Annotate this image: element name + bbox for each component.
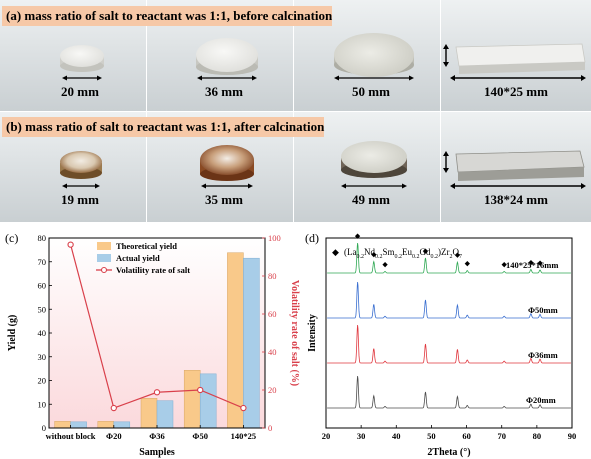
y-axis-label: Intensity	[307, 314, 318, 352]
legend-swatch-actual	[97, 254, 111, 262]
y2-tick-label: 100	[268, 233, 281, 243]
x-tick-label: 140*25	[231, 431, 257, 441]
bar-theoretical	[140, 398, 158, 429]
sample-photographs	[0, 0, 591, 222]
x-tick-label: 40	[392, 431, 401, 441]
caption-b-19mm: 19 mm	[61, 192, 99, 207]
peak-marker: ◆	[501, 261, 507, 269]
legend-swatch-theoretical	[97, 242, 111, 250]
xrd-curve	[327, 281, 571, 319]
volatility-point	[197, 386, 204, 394]
y2-tick-label: 80	[268, 271, 277, 281]
caption-a-36mm: 36 mm	[205, 84, 243, 99]
legend-formula: (La0.2Nd0.2Sm0.2Eu0.2Gd0.2)Zr2O7	[344, 247, 462, 260]
y-tick-label: 40	[38, 328, 47, 338]
bar-theoretical	[227, 252, 244, 429]
peak-marker: ◆	[465, 260, 471, 268]
plot-frame	[325, 237, 573, 429]
chart-yield-volatility: (c) 0 10 20 30 40 50 60 70 80 0 20 40 60 80 100 witho…	[5, 231, 300, 458]
volatility-point	[153, 389, 161, 396]
x-tick-label: 20	[322, 431, 331, 441]
y-tick-label: 50	[38, 304, 47, 314]
volatility-point	[110, 404, 117, 412]
y-tick-label: 10	[38, 399, 47, 409]
peak-marker: ◆	[355, 232, 361, 240]
legend-diamond: ◆	[332, 247, 339, 257]
x-axis-label: 2Theta (°)	[427, 447, 470, 458]
bar-theoretical	[54, 421, 71, 429]
caption-a-20mm: 20 mm	[61, 84, 99, 99]
bar-actual	[243, 257, 260, 429]
x-tick-label: Φ50	[192, 431, 208, 441]
y-tick-label: 20	[38, 376, 47, 386]
peak-marker: ◆	[371, 251, 377, 259]
bar-actual	[70, 421, 87, 429]
legend-label-theoretical: Theoretical yield	[116, 241, 177, 251]
x-tick-label: 50	[427, 431, 436, 441]
y-tick-label: 80	[38, 233, 47, 243]
panel-b-banner: (b) mass ratio of salt to reactant was 1…	[2, 117, 325, 137]
bar-actual	[113, 421, 131, 429]
caption-b-35mm: 35 mm	[205, 192, 243, 207]
y-tick-label: 0	[42, 423, 46, 433]
peak-marker: ◆	[528, 258, 534, 266]
legend-label-actual: Actual yield	[116, 253, 160, 263]
legend-marker-volatility	[100, 266, 108, 274]
series-label: Φ36mm	[528, 350, 558, 360]
x-tick-label: 60	[462, 431, 471, 441]
volatility-point	[240, 404, 247, 412]
peak-marker: ◆	[423, 247, 429, 255]
y-tick-label: 30	[38, 352, 47, 362]
formula-legend: ◆ (La0.2Nd0.2Sm0.2Eu0.2Gd0.2)Zr2O7	[332, 247, 462, 260]
bar-actual	[199, 373, 217, 429]
x-tick-label: 70	[497, 431, 506, 441]
peak-marker: ◆	[382, 261, 388, 269]
x-tick-label: Φ20	[106, 431, 122, 441]
x-tick-label: without block	[46, 431, 96, 441]
xrd-curve	[327, 375, 571, 409]
panel-c-label: (c)	[5, 231, 18, 245]
x-tick-label: 80	[533, 431, 542, 441]
volatility-point	[67, 241, 74, 248]
photo-panels: (a) mass ratio of salt to reactant was 1…	[0, 0, 591, 222]
y2-tick-label: 20	[268, 385, 277, 395]
bar-actual	[156, 400, 174, 429]
caption-a-140x25mm: 140*25 mm	[484, 84, 548, 99]
y2-axis-label: Volatility rate of salt (%)	[289, 280, 300, 386]
series-label: Φ20mm	[526, 395, 556, 405]
xrd-curve	[327, 242, 571, 274]
legend: Theoretical yield Actual yield Volatilit…	[96, 241, 190, 275]
peak-marker: ◆	[537, 259, 543, 267]
xrd-curve	[327, 324, 571, 364]
x-tick-label: 30	[357, 431, 366, 441]
panel-d-label: (d)	[305, 231, 319, 245]
chart-xrd-patterns: (d) 20 30 40 50 60 70 80 90 ◆◆◆◆◆◆ ◆ ◆ ◆ Φ20mmΦ36m…	[305, 231, 577, 458]
y-tick-label: 70	[38, 257, 47, 267]
caption-b-138x24mm: 138*24 mm	[484, 192, 548, 207]
caption-a-50mm: 50 mm	[352, 84, 390, 99]
peak-marker: ◆	[455, 251, 461, 259]
bar-theoretical	[183, 370, 201, 429]
y2-tick-label: 0	[268, 423, 272, 433]
y-tick-label: 60	[38, 281, 47, 291]
bar-theoretical	[97, 421, 115, 429]
series-label: Φ50mm	[528, 305, 558, 315]
y2-tick-label: 60	[268, 309, 277, 319]
legend-label-volatility: Volatility rate of salt	[116, 265, 190, 275]
x-tick-label: Φ36	[149, 431, 165, 441]
panel-a-banner: (a) mass ratio of salt to reactant was 1…	[2, 6, 333, 26]
x-axis-label: Samples	[139, 447, 175, 458]
caption-b-49mm: 49 mm	[352, 192, 390, 207]
x-tick-label: 90	[568, 431, 577, 441]
y-axis-label: Yield (g)	[7, 315, 18, 352]
series-label: 140*25*16mm	[506, 260, 558, 270]
y2-tick-label: 40	[268, 347, 277, 357]
